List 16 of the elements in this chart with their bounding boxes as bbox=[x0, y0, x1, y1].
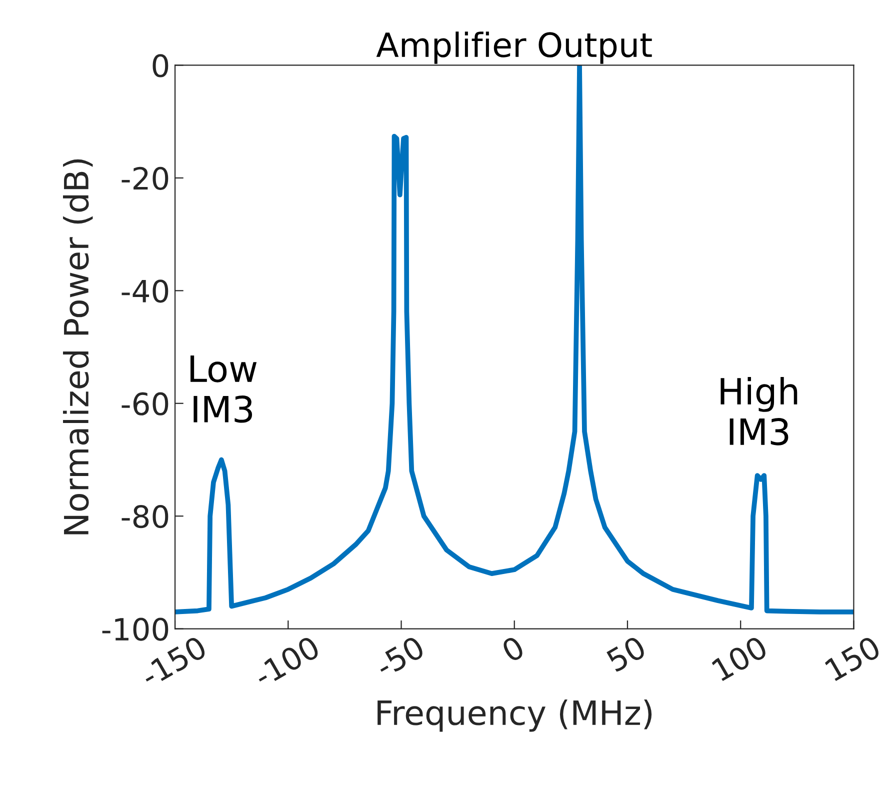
x-axis-title: Frequency (MHz) bbox=[378, 700, 652, 732]
annotation: High IM3 bbox=[720, 376, 798, 446]
x-tick-label: 150 bbox=[824, 635, 882, 682]
x-tick-label: -50 bbox=[374, 635, 426, 678]
x-tick-label: 50 bbox=[606, 635, 647, 672]
y-tick-label: -80 bbox=[122, 505, 168, 528]
x-tick-label: 0 bbox=[500, 635, 526, 663]
y-axis-title: Normalized Power (dB) bbox=[63, 159, 93, 534]
y-tick-label: -60 bbox=[122, 392, 168, 416]
y-tick-label: -20 bbox=[122, 166, 168, 190]
y-tick-label: 0 bbox=[152, 54, 168, 78]
x-tick-label: 100 bbox=[711, 635, 769, 682]
x-tick-label: -100 bbox=[252, 635, 321, 688]
chart-title: Amplifier Output bbox=[376, 32, 652, 64]
annotation: Low IM3 bbox=[190, 356, 257, 423]
y-tick-label: -40 bbox=[122, 280, 168, 303]
